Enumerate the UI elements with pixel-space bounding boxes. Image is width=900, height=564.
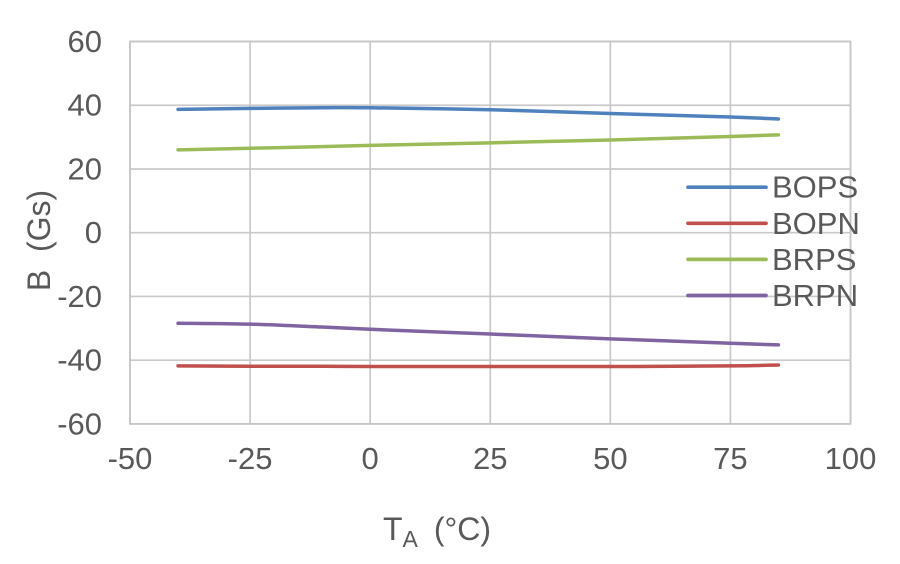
y-tick-label: -60 xyxy=(57,406,102,441)
legend-label-bops: BOPS xyxy=(772,170,858,205)
legend-item-brps: BRPS xyxy=(686,242,856,277)
y-tick-label: 40 xyxy=(68,88,102,123)
y-axis-tick-labels: 60 40 20 0 -20 -40 -60 xyxy=(57,24,102,441)
series-line-bops xyxy=(176,105,781,121)
legend-item-bopn: BOPN xyxy=(686,206,860,241)
x-tick-label: 75 xyxy=(713,441,747,476)
series-line-brpn xyxy=(176,321,781,347)
x-axis-title-unit: (°C) xyxy=(434,511,491,547)
x-tick-label: -50 xyxy=(108,441,153,476)
x-axis-title: TA (°C) xyxy=(383,511,491,552)
series-lines xyxy=(176,105,781,369)
x-axis-title-subscript: A xyxy=(402,526,418,552)
y-tick-label: 20 xyxy=(68,151,102,186)
x-axis-tick-labels: -50 -25 0 25 50 75 100 xyxy=(108,441,877,476)
legend-item-brpn: BRPN xyxy=(686,278,858,313)
x-tick-label: 50 xyxy=(593,441,627,476)
series-line-bopn xyxy=(176,363,781,369)
y-tick-label: 0 xyxy=(85,215,102,250)
legend-label-bopn: BOPN xyxy=(772,206,860,241)
y-tick-label: -40 xyxy=(57,343,102,378)
y-tick-label: 60 xyxy=(68,24,102,59)
x-tick-label: -25 xyxy=(228,441,273,476)
legend-item-bops: BOPS xyxy=(686,170,858,205)
series-line-brps xyxy=(176,133,781,152)
plot-border xyxy=(129,40,852,425)
x-axis-title-symbol: T xyxy=(383,511,403,547)
legend-label-brps: BRPS xyxy=(772,242,856,277)
y-axis-title: B (Gs) xyxy=(21,190,57,291)
x-tick-label: 0 xyxy=(362,441,379,476)
x-tick-label: 25 xyxy=(473,441,507,476)
x-tick-label: 100 xyxy=(825,441,877,476)
y-tick-label: -20 xyxy=(57,279,102,314)
legend-label-brpn: BRPN xyxy=(772,278,858,313)
